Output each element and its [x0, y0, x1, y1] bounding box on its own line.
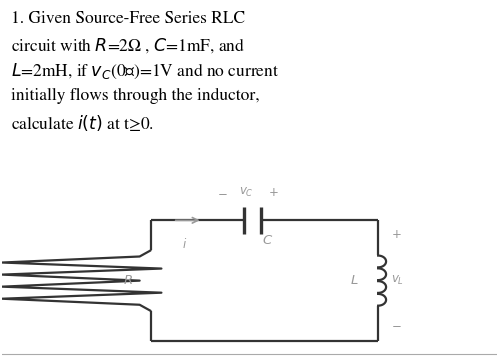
Text: $L$=2mH, if $v_C$(0⁻)=1V and no current: $L$=2mH, if $v_C$(0⁻)=1V and no current — [11, 62, 279, 81]
Text: $v_L$: $v_L$ — [391, 274, 404, 287]
Text: 1. Given Source-Free Series RLC: 1. Given Source-Free Series RLC — [11, 11, 245, 27]
Text: $i$: $i$ — [182, 236, 187, 250]
Text: $+$: $+$ — [391, 228, 401, 241]
Text: $+$: $+$ — [268, 186, 278, 199]
Text: calculate $i(t)$ at t≥0.: calculate $i(t)$ at t≥0. — [11, 113, 154, 133]
Text: $R$: $R$ — [123, 274, 133, 287]
Text: $-$: $-$ — [391, 318, 401, 331]
Text: $v_C$: $v_C$ — [239, 186, 254, 199]
Text: circuit with $R$=2Ω , $C$=1mF, and: circuit with $R$=2Ω , $C$=1mF, and — [11, 37, 245, 55]
Text: initially flows through the inductor,: initially flows through the inductor, — [11, 88, 259, 104]
Text: $-$: $-$ — [217, 186, 228, 199]
Text: $L$: $L$ — [350, 274, 359, 287]
Text: $C$: $C$ — [262, 234, 273, 247]
